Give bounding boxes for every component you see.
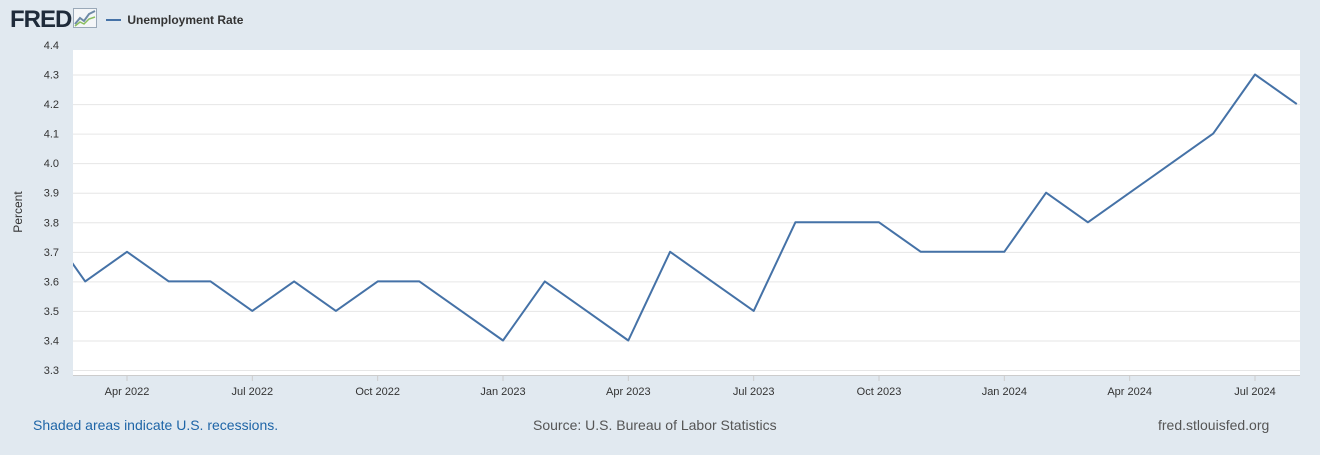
x-tick-label: Jul 2022 (232, 386, 274, 398)
x-tick-label: Oct 2022 (355, 386, 400, 398)
legend-swatch (106, 19, 122, 21)
x-tick-label: Jan 2023 (480, 386, 525, 398)
x-tick-label: Jul 2023 (733, 386, 775, 398)
source-text: Source: U.S. Bureau of Labor Statistics (533, 417, 777, 433)
y-tick-label: 3.8 (44, 217, 59, 229)
plot-background (73, 50, 1300, 375)
x-tick-label: Jan 2024 (982, 386, 1027, 398)
logo-text: FRED (10, 6, 72, 33)
chart-header: FRED Unemployment Rate (10, 6, 243, 34)
graph-icon (73, 7, 98, 33)
x-tick-label: Oct 2023 (857, 386, 902, 398)
x-axis-ticks: Apr 2022 Jul 2022 Oct 2022 Jan 2023 Apr 2023… (73, 375, 1300, 398)
y-tick-label: 4.4 (44, 40, 59, 52)
y-tick-label: 3.4 (44, 335, 59, 347)
x-tick-label: Apr 2022 (105, 386, 150, 398)
chart-legend[interactable]: Unemployment Rate (106, 13, 243, 27)
y-tick-label: 3.5 (44, 306, 59, 318)
x-tick-label: Apr 2024 (1107, 386, 1152, 398)
x-tick-label: Jul 2024 (1234, 386, 1276, 398)
fred-logo[interactable]: FRED (10, 6, 98, 33)
y-tick-label: 4.2 (44, 99, 59, 111)
y-axis-ticks: 3.3 3.4 3.5 3.6 3.7 3.8 3.9 4.0 4.1 4.2 4.3 4.4 (44, 40, 59, 377)
y-tick-label: 4.0 (44, 158, 59, 170)
site-link[interactable]: fred.stlouisfed.org (1158, 417, 1270, 433)
y-axis-label: Percent (11, 191, 25, 233)
gridlines (73, 74, 1300, 371)
series-line-unemployment-rate[interactable] (2, 73, 1298, 342)
y-tick-label: 3.7 (44, 247, 59, 259)
y-tick-label: 3.3 (44, 365, 59, 377)
x-tick-label: Apr 2023 (606, 386, 651, 398)
recession-note-link[interactable]: Shaded areas indicate U.S. recessions. (33, 417, 279, 433)
y-tick-label: 3.9 (44, 188, 59, 200)
legend-label: Unemployment Rate (127, 13, 244, 27)
y-tick-label: 3.6 (44, 276, 59, 288)
y-tick-label: 4.1 (44, 129, 59, 141)
y-tick-label: 4.3 (44, 70, 59, 82)
series-group (2, 73, 1298, 342)
